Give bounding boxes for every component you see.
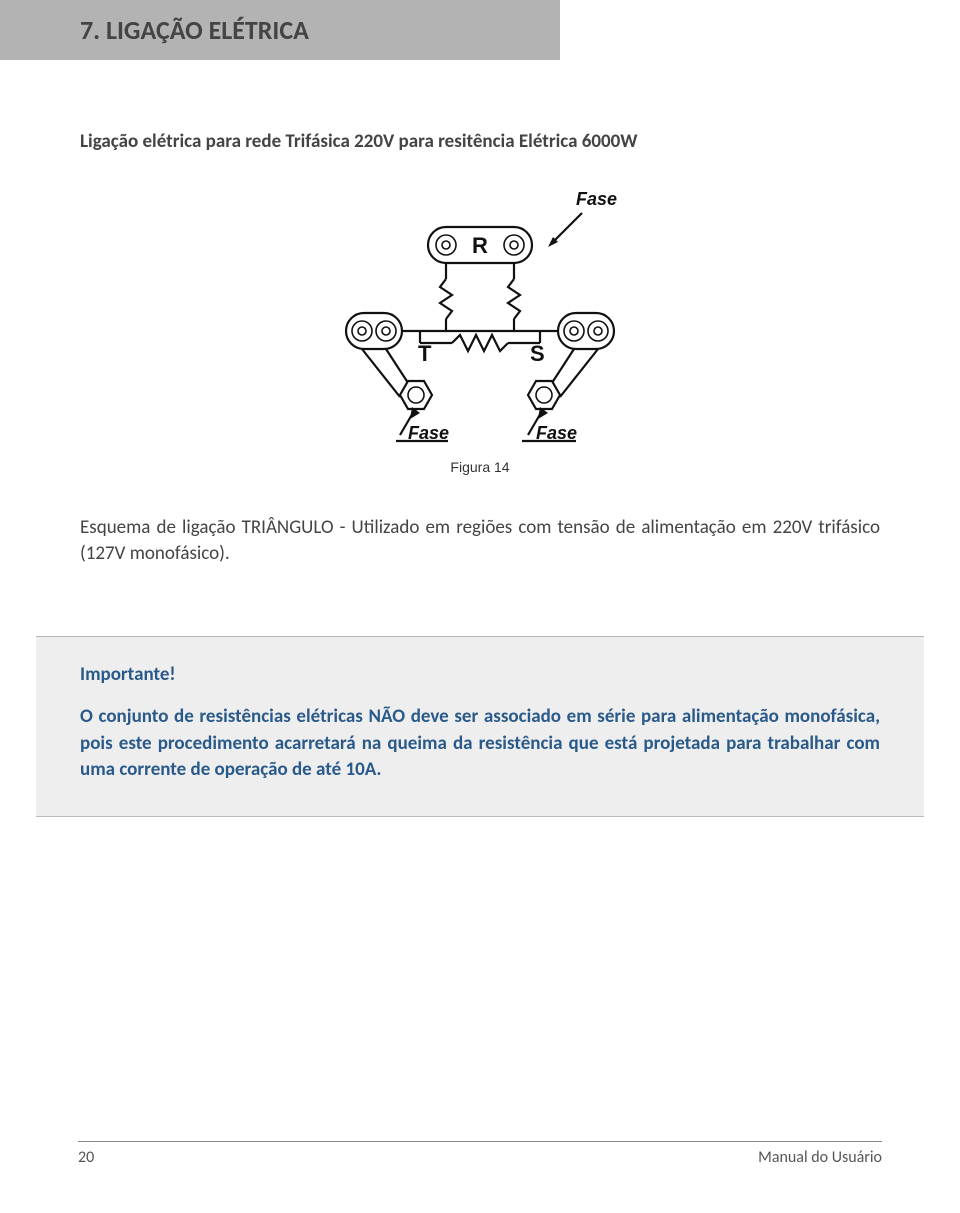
label-fase-top: Fase [576,189,617,209]
section-header: 7. LIGAÇÃO ELÉTRICA [0,0,560,60]
wiring-diagram: Fase R [300,183,660,453]
label-T: T [418,341,432,366]
figure-block: Fase R [0,183,960,475]
page-footer: 20 Manual do Usuário [78,1141,882,1167]
label-R: R [472,233,488,258]
doc-title: Manual do Usuário [758,1148,882,1167]
figure-caption: Figura 14 [450,459,509,475]
section-title: 7. LIGAÇÃO ELÉTRICA [80,14,560,46]
callout-body: O conjunto de resistências elétricas NÃO… [80,704,880,784]
label-S: S [530,341,545,366]
important-callout: Importante! O conjunto de resistências e… [36,636,924,817]
body-paragraph: Esquema de ligação TRIÂNGULO - Utilizado… [80,515,880,566]
subheading: Ligação elétrica para rede Trifásica 220… [80,130,880,153]
callout-title: Importante! [80,663,880,686]
page-number: 20 [78,1148,94,1167]
